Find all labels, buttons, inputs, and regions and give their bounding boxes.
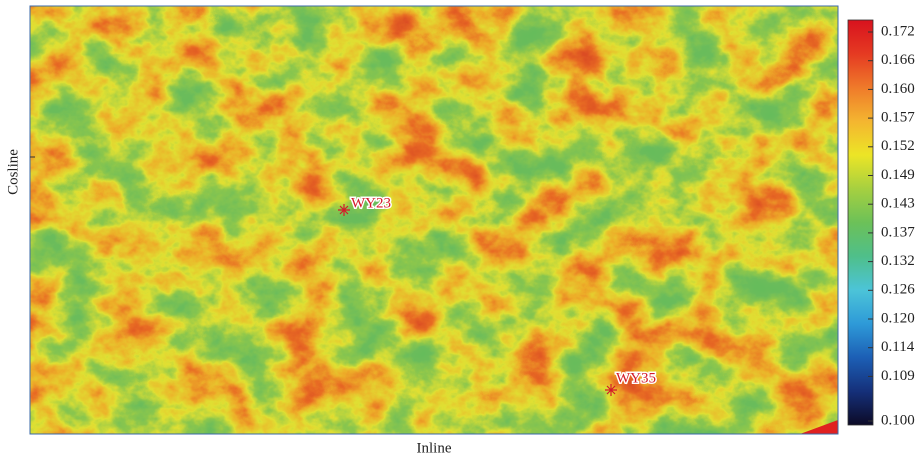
colorbar-tick-label: 0.137 [881, 224, 915, 240]
colorbar-tick-label: 0.149 [881, 167, 915, 183]
colorbar-tick-label: 0.132 [881, 253, 915, 269]
colorbar [848, 20, 873, 425]
colorbar-tick-label: 0.120 [881, 310, 915, 326]
figure: Inline Cosline WY23 WY35 0.172 0.166 0.160… [0, 0, 923, 458]
attribute-map [30, 6, 838, 434]
colorbar-tick-label: 0.172 [881, 23, 915, 39]
colorbar-tick-label: 0.109 [881, 368, 915, 384]
colorbar-tick-label: 0.114 [881, 339, 915, 355]
well-label: WY23 [351, 195, 391, 211]
x-axis-label: Inline [417, 440, 452, 456]
colorbar-tick-label: 0.100 [881, 412, 915, 428]
colorbar-tick-label: 0.126 [881, 282, 915, 298]
colorbar-ticks: 0.172 0.166 0.160 0.157 0.152 0.149 0.143 0.137… [868, 23, 915, 428]
colorbar-tick-label: 0.166 [881, 52, 915, 68]
colorbar-tick-label: 0.157 [881, 110, 915, 126]
y-axis-label: Cosline [5, 149, 21, 195]
well-label: WY35 [616, 370, 656, 386]
colorbar-tick-label: 0.160 [881, 81, 915, 97]
colorbar-tick-label: 0.143 [881, 196, 915, 212]
colorbar-tick-label: 0.152 [881, 138, 915, 154]
